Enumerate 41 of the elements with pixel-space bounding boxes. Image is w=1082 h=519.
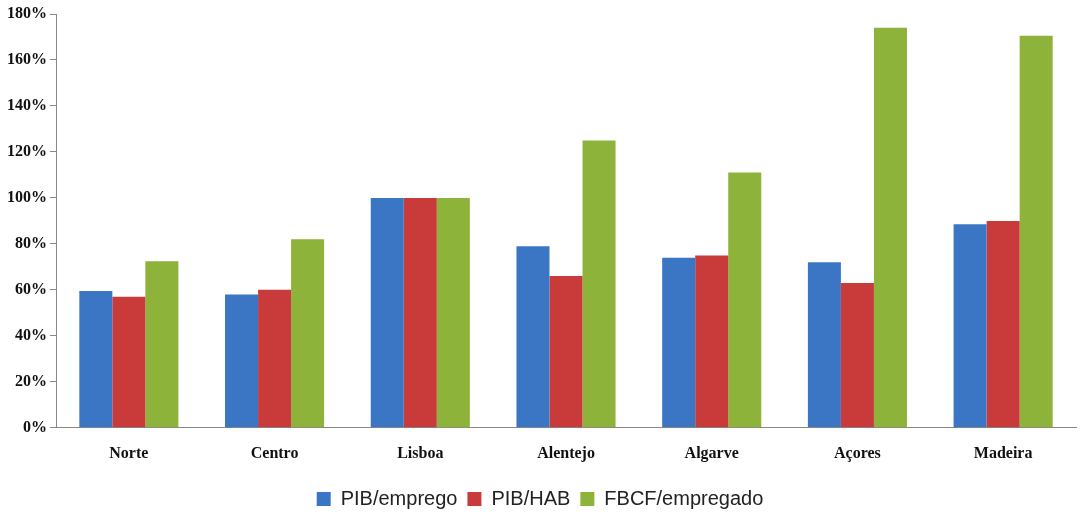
bar [953,224,987,428]
bar [549,276,583,428]
bar [145,261,179,428]
bar [840,282,874,428]
legend-label: FBCF/empregado [604,486,764,509]
y-tick-label: 60% [15,280,47,298]
bar [403,197,437,428]
bar [873,27,907,428]
y-tick-label: 80% [15,234,47,252]
y-tick-label: 180% [7,4,47,22]
y-tick-label: 160% [7,50,47,68]
bar [695,255,729,428]
bar [436,197,470,428]
bar [79,291,113,428]
y-tick-label: 100% [7,188,47,206]
x-tick-label: Alentejo [537,443,595,462]
bar [582,140,616,428]
y-tick-label: 140% [7,96,47,114]
x-tick-label: Centro [250,443,299,461]
y-tick-label: 20% [15,371,47,389]
x-tick-label: Açores [834,443,881,462]
x-tick-label: Algarve [684,443,739,462]
bar [1019,35,1053,428]
x-tick-label: Norte [109,443,149,461]
legend-label: PIB/HAB [491,486,571,509]
bar [291,239,325,428]
bar [662,257,696,428]
bar [986,220,1020,428]
bar [258,289,292,428]
bar [728,172,762,428]
x-tick-label: Lisboa [397,443,444,461]
y-tick-label: 40% [15,325,47,343]
y-tick-label: 120% [7,142,47,160]
legend-label: PIB/emprego [340,486,458,509]
bar [370,197,404,428]
bar [516,246,550,428]
bar [807,262,841,428]
y-tick-label: 0% [23,417,47,435]
x-tick-label: Madeira [973,443,1033,461]
bar [225,294,259,428]
bar [112,296,146,428]
